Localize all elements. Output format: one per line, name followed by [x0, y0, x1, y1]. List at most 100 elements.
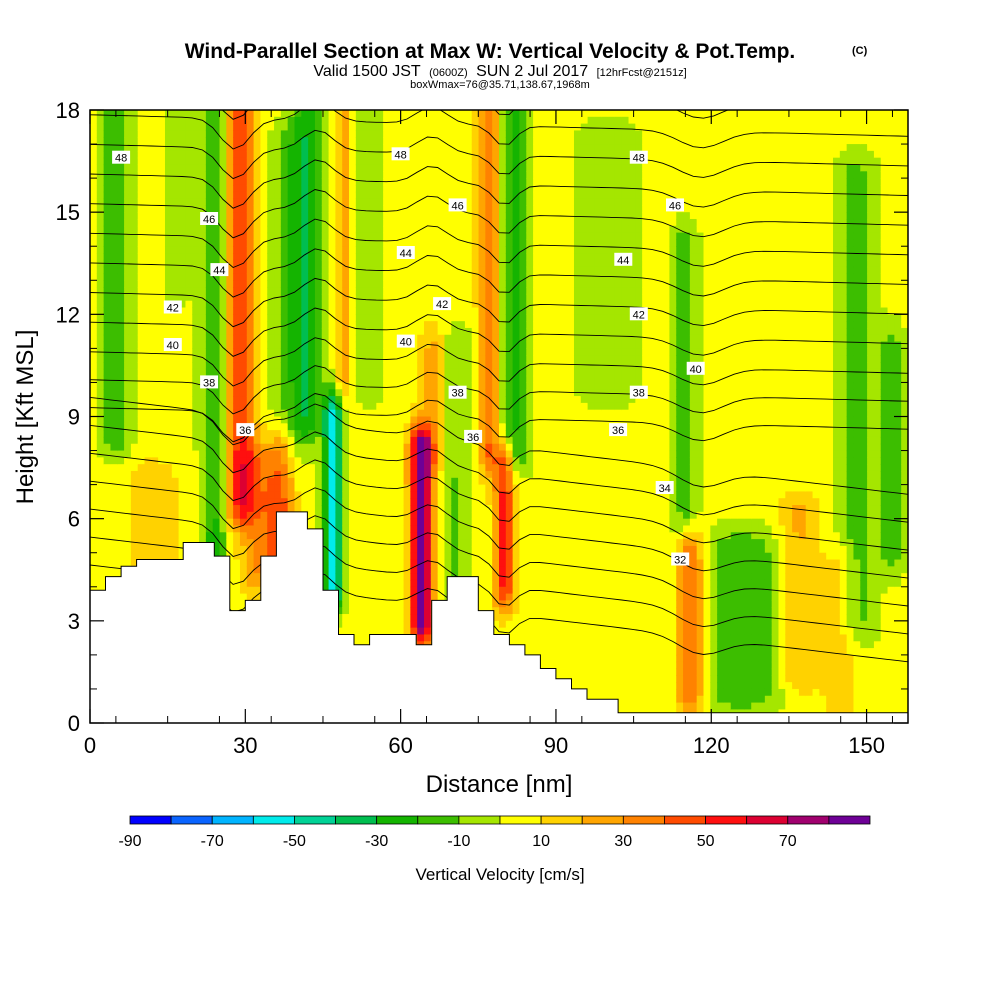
field-cell: [430, 484, 439, 493]
field-cell: [96, 171, 105, 179]
field-cell: [294, 130, 302, 138]
field-cell: [205, 144, 214, 152]
field-cell: [158, 300, 166, 309]
field-cell: [110, 389, 118, 397]
field-cell: [362, 300, 371, 309]
field-cell: [328, 396, 336, 404]
field-cell: [355, 579, 364, 588]
field-cell: [110, 198, 118, 206]
field-cell: [430, 191, 439, 200]
field-cell: [205, 484, 214, 493]
field-cell: [144, 552, 152, 561]
field-cell: [362, 280, 371, 288]
field-cell: [451, 239, 459, 247]
field-cell: [417, 484, 425, 493]
field-cell: [144, 123, 152, 132]
field-cell: [389, 314, 398, 322]
field-cell: [376, 287, 384, 295]
field-cell: [246, 573, 255, 581]
field-cell: [287, 123, 296, 132]
field-cell: [151, 327, 159, 336]
field-cell: [342, 307, 350, 315]
field-cell: [151, 287, 159, 295]
field-cell: [349, 246, 357, 254]
field-cell: [437, 218, 446, 227]
field-cell: [151, 532, 159, 540]
field-cell: [430, 273, 439, 281]
field-cell: [260, 164, 268, 172]
field-cell: [294, 205, 302, 213]
field-cell: [130, 389, 139, 397]
field-cell: [321, 280, 330, 288]
field-cell: [301, 327, 309, 336]
field-cell: [335, 178, 343, 186]
field-cell: [287, 157, 296, 166]
field-cell: [403, 191, 411, 200]
field-cell: [424, 545, 432, 554]
subtitle-forecast: [12hrFcst@2151z]: [597, 67, 687, 79]
field-cell: [205, 205, 214, 213]
field-cell: [130, 450, 139, 458]
field-cell: [342, 212, 350, 220]
field-cell: [267, 144, 275, 152]
field-cell: [403, 157, 411, 166]
field-cell: [171, 389, 180, 397]
field-cell: [383, 539, 391, 547]
field-cell: [253, 171, 262, 179]
field-cell: [376, 457, 384, 465]
field-cell: [90, 341, 98, 349]
field-cell: [396, 614, 405, 622]
field-cell: [96, 110, 105, 118]
field-cell: [396, 375, 405, 384]
field-cell: [239, 505, 248, 513]
field-cell: [130, 423, 139, 431]
field-cell: [328, 239, 336, 247]
field-cell: [260, 402, 268, 411]
field-cell: [219, 505, 227, 513]
field-cell: [464, 293, 473, 302]
field-cell: [355, 144, 364, 152]
field-cell: [335, 491, 343, 499]
field-cell: [158, 375, 166, 384]
field-cell: [199, 273, 207, 281]
field-cell: [137, 362, 146, 370]
field-cell: [117, 362, 125, 370]
field-cell: [260, 436, 268, 445]
field-cell: [205, 110, 214, 118]
field-cell: [355, 586, 364, 595]
field-cell: [253, 477, 262, 486]
field-cell: [301, 457, 309, 465]
field-cell: [389, 368, 398, 377]
field-cell: [355, 368, 364, 377]
field-cell: [451, 225, 459, 234]
field-cell: [96, 144, 105, 152]
field-cell: [233, 382, 241, 390]
field-cell: [185, 287, 193, 295]
field-cell: [437, 184, 446, 193]
field-cell: [424, 491, 432, 499]
field-cell: [151, 171, 159, 179]
field-cell: [349, 266, 357, 275]
field-cell: [274, 389, 282, 397]
field-cell: [321, 300, 330, 309]
field-cell: [171, 552, 180, 561]
field-cell: [362, 273, 371, 281]
field-cell: [280, 382, 289, 390]
field-cell: [328, 137, 336, 145]
field-cell: [301, 416, 309, 424]
field-cell: [369, 253, 377, 261]
field-cell: [342, 423, 350, 431]
field-cell: [185, 368, 193, 377]
field-cell: [355, 559, 364, 567]
field-cell: [144, 477, 152, 486]
field-cell: [226, 409, 234, 418]
field-cell: [117, 477, 125, 486]
field-cell: [396, 348, 405, 356]
field-cell: [335, 525, 343, 533]
field-cell: [90, 327, 98, 336]
field-cell: [164, 375, 173, 384]
field-cell: [260, 470, 268, 479]
field-cell: [342, 116, 350, 125]
field-cell: [239, 157, 248, 166]
field-cell: [355, 450, 364, 458]
